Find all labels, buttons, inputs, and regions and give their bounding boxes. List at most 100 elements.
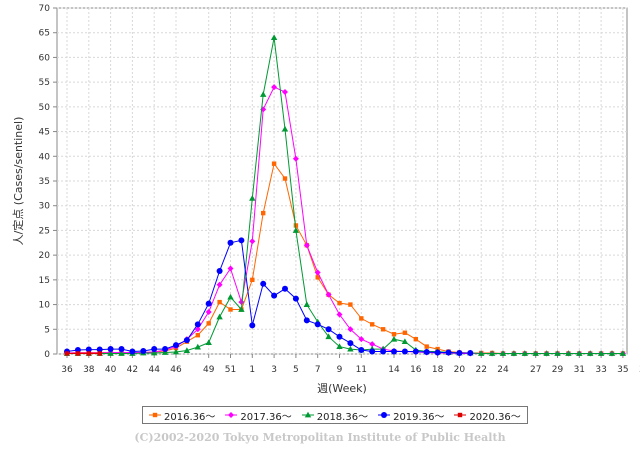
data-point (358, 336, 365, 343)
x-axis: 36 38 40 42 44 46 49 51 1 3 5 7 9 11 14 16 18 20 22 24 27 29 3… (61, 354, 640, 375)
x-axis-title: 週(Week) (317, 382, 367, 395)
data-point (532, 350, 539, 356)
legend-label: 2016.36〜 (164, 411, 216, 423)
data-point (303, 242, 310, 249)
data-point (401, 338, 409, 345)
data-point (205, 300, 212, 307)
data-point (194, 321, 201, 328)
legend-swatch (378, 412, 391, 418)
data-point (216, 313, 223, 320)
data-point (370, 322, 375, 327)
x-tick-label: 18 (432, 365, 444, 375)
data-point (250, 277, 255, 283)
data-point (85, 346, 92, 353)
y-tick-label: 65 (39, 29, 50, 39)
data-point (217, 299, 222, 305)
data-point (337, 300, 342, 306)
data-point (271, 161, 277, 166)
data-point (86, 351, 91, 356)
data-point (249, 238, 256, 245)
data-point (402, 330, 408, 335)
x-tick-label: 29 (552, 365, 564, 375)
data-point (261, 210, 266, 216)
x-tick-label: 9 (337, 365, 343, 375)
data-point (118, 350, 125, 356)
data-point (282, 176, 288, 181)
legend-marker (381, 412, 388, 418)
data-point (413, 336, 418, 342)
x-tick-label: 24 (497, 365, 509, 375)
data-point (314, 269, 321, 276)
legend-marker (304, 411, 311, 418)
x-tick-label: 5 (293, 365, 299, 375)
data-point (619, 350, 627, 356)
y-tick-label: 25 (39, 226, 50, 236)
data-point (510, 350, 518, 356)
data-point (238, 306, 245, 312)
data-point (151, 349, 158, 356)
data-point (576, 350, 583, 356)
legend-marker (458, 412, 463, 418)
data-point (140, 348, 147, 355)
data-point (194, 326, 201, 333)
data-point (97, 351, 102, 356)
legend: 2016.36〜 2017.36〜 2018.36〜 2019.36〜 2020.36〜 (142, 406, 528, 424)
data-point (391, 348, 397, 355)
x-tick-label: 11 (356, 365, 367, 375)
data-point (282, 89, 288, 96)
data-point (96, 346, 103, 353)
data-point (369, 341, 376, 348)
y-tick-label: 45 (39, 128, 50, 138)
series-layer (63, 34, 627, 357)
legend-swatch (454, 412, 467, 418)
data-point (75, 351, 81, 356)
y-tick-label: 20 (39, 251, 51, 261)
x-tick-label: 51 (225, 365, 236, 375)
data-point (488, 350, 496, 356)
data-point (227, 265, 234, 272)
data-point (336, 333, 343, 340)
data-point (227, 239, 234, 246)
data-point (358, 347, 365, 354)
x-tick-label: 22 (475, 365, 486, 375)
data-point (205, 308, 212, 315)
data-point (478, 350, 485, 356)
data-point (369, 348, 376, 355)
data-point (467, 350, 474, 357)
data-point (359, 316, 364, 321)
legend-label: 2017.36〜 (240, 411, 292, 423)
x-tick-label: 14 (388, 365, 400, 375)
data-point (347, 340, 354, 347)
data-point (325, 326, 332, 333)
y-axis-title: 人/定点 (Cases/sentinel) (11, 117, 25, 246)
copyright-notice: (C)2002-2020 Tokyo Metropolitan Institut… (134, 431, 506, 444)
data-point (205, 339, 212, 346)
data-point (315, 275, 320, 280)
data-point (216, 267, 223, 274)
y-tick-label: 35 (39, 177, 50, 187)
data-point (118, 346, 125, 353)
legend-marker (228, 412, 235, 418)
x-tick-label: 3 (271, 365, 277, 375)
data-point (238, 299, 245, 306)
data-point (249, 322, 256, 329)
data-point (260, 280, 267, 287)
legend-label: 2018.36〜 (316, 411, 369, 423)
x-tick-label: 16 (410, 365, 422, 375)
legend-item: 2019.36〜 (378, 408, 444, 423)
data-point (347, 326, 354, 333)
x-tick-label: 27 (530, 365, 541, 375)
y-tick-label: 30 (39, 202, 51, 212)
data-point (314, 321, 321, 328)
data-point (216, 281, 223, 288)
data-point (390, 335, 398, 342)
data-point (380, 348, 387, 355)
x-tick-label: 40 (105, 365, 117, 375)
data-point (161, 349, 169, 355)
data-point (260, 91, 267, 97)
data-point (249, 195, 256, 201)
data-point (347, 345, 354, 352)
data-point (107, 350, 114, 356)
x-tick-label: 20 (454, 365, 466, 375)
